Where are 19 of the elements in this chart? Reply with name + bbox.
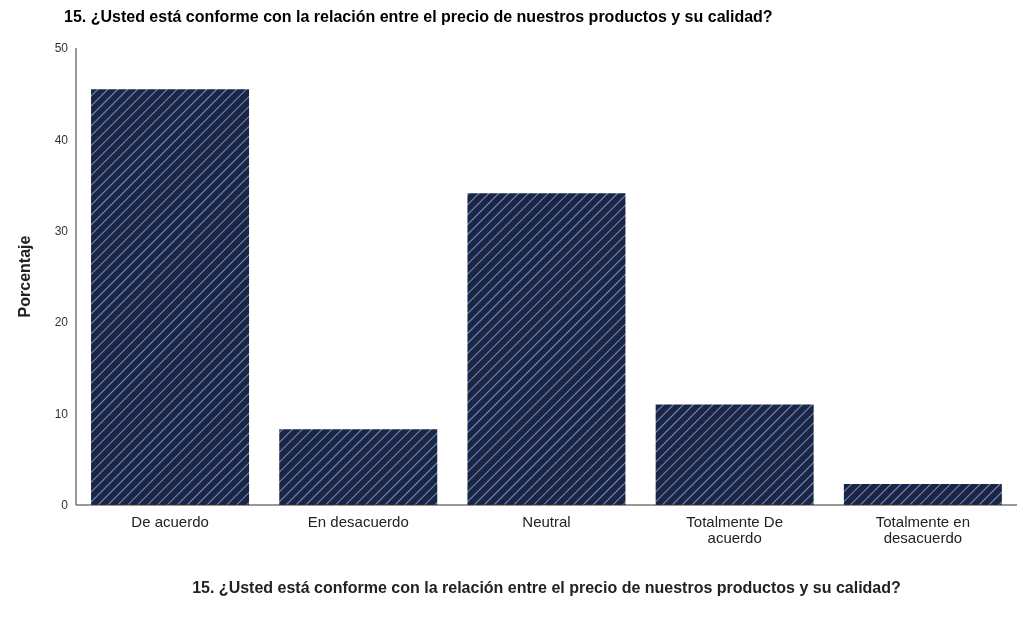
bar [655,404,814,505]
bar [843,483,1002,505]
y-tick-label: 40 [54,132,69,147]
x-axis-title: 15. ¿Usted está conforme con la relación entre el precio de nuestros productos y su calidad? [192,579,901,596]
x-tick-label: De acuerdo [131,513,209,530]
y-tick-label: 20 [54,315,69,330]
x-tick-label: En desacuerdo [307,513,409,530]
x-tick-label: Totalmente De acuerdo [686,513,784,546]
x-tick-label: Neutral [522,513,571,530]
x-tick-label: Totalmente en desacuerdo [875,513,971,546]
chart-title: 15. ¿Usted está conforme con la relación entre el precio de nuestros productos y su calidad? [64,8,774,27]
y-tick-label: 50 [54,41,69,56]
bar [91,89,250,505]
y-tick-label: 30 [54,224,69,239]
y-axis-title: Porcentaje [15,235,33,318]
bar [279,429,438,505]
y-tick-label: 0 [61,498,69,513]
y-tick-label: 10 [54,406,69,421]
bar [467,193,626,505]
